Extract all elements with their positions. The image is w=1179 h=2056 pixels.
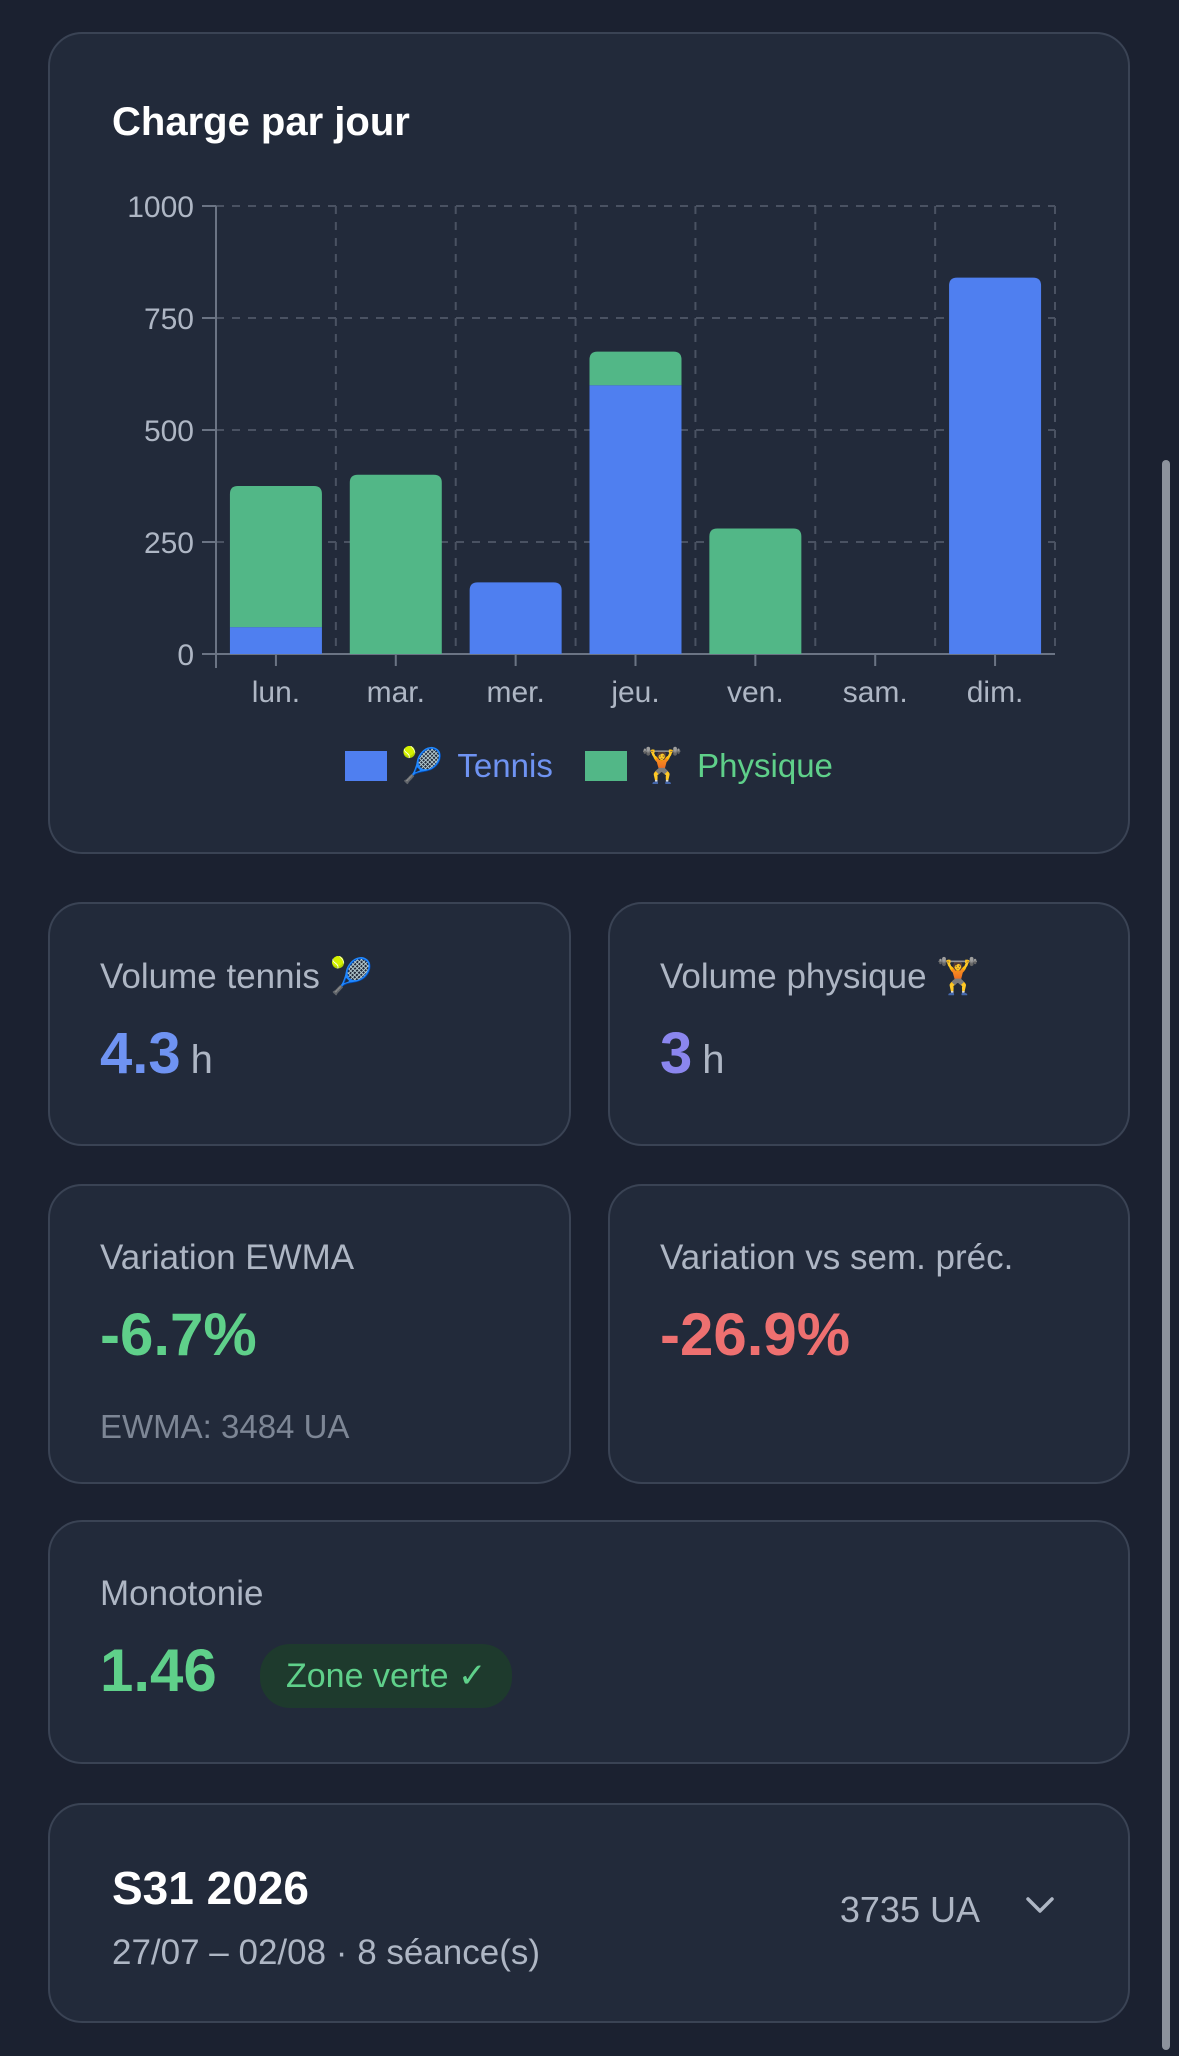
bar-tennis-3	[589, 385, 682, 654]
y-tick-label: 250	[144, 527, 194, 560]
ewma-subtext: EWMA: 3484 UA	[100, 1408, 350, 1445]
x-tick-label: mer.	[486, 676, 544, 709]
bar-tennis-2	[469, 582, 562, 654]
volume-tennis-value: 4.3 h	[100, 1021, 213, 1086]
x-tick-label: jeu.	[610, 676, 659, 709]
variation-ewma-label: Variation EWMA	[100, 1238, 355, 1277]
variation-prev-label: Variation vs sem. préc.	[660, 1238, 1014, 1277]
volume-tennis-label: Volume tennis 🎾	[100, 957, 374, 996]
y-tick-label: 750	[144, 303, 194, 336]
legend-swatch-physique	[584, 751, 627, 781]
bar-physique-0	[229, 486, 322, 628]
scrollbar[interactable]	[1162, 460, 1170, 2050]
chart-title: Charge par jour	[112, 100, 410, 144]
week-total: 3735 UA	[839, 1889, 980, 1930]
bar-tennis-6	[949, 277, 1042, 654]
chevron-down-icon[interactable]	[1020, 1885, 1060, 1925]
monotonie-label: Monotonie	[100, 1574, 264, 1613]
x-tick-label: lun.	[252, 676, 300, 709]
variation-prev-week-card: Variation vs sem. préc. -26.9%	[608, 1184, 1130, 1484]
monotonie-value: 1.46	[100, 1637, 217, 1704]
volume-physique-label: Volume physique 🏋️	[660, 957, 980, 996]
bar-physique-4	[709, 528, 802, 654]
x-tick-label: dim.	[967, 676, 1024, 709]
week-subtitle: 27/07 – 02/08 · 8 séance(s)	[112, 1933, 541, 1972]
weightlifter-icon: 🏋️	[640, 747, 684, 785]
legend-label-physique: Physique	[697, 747, 833, 784]
zone-badge: Zone verte ✓	[260, 1644, 513, 1708]
legend-item-tennis[interactable]: 🎾 Tennis	[345, 746, 553, 786]
volume-tennis-card: Volume tennis 🎾 4.3 h	[48, 902, 571, 1146]
y-tick-label: 0	[177, 639, 194, 672]
variation-ewma-value: -6.7%	[100, 1301, 257, 1368]
bar-tennis-0	[229, 627, 322, 654]
tennis-ball-icon: 🎾	[401, 747, 444, 785]
chart-card: Charge par jour 0 250 500 750 1000 lun. mar. me…	[48, 32, 1130, 854]
week-summary-card[interactable]: S31 2026 27/07 – 02/08 · 8 séance(s) 373…	[48, 1803, 1130, 2023]
legend-item-physique[interactable]: 🏋️ Physique	[584, 746, 833, 786]
bar-physique-3	[589, 351, 682, 386]
variation-ewma-card: Variation EWMA -6.7% EWMA: 3484 UA	[48, 1184, 571, 1484]
x-tick-label: sam.	[843, 676, 908, 709]
chart-legend: 🎾 Tennis 🏋️ Physique	[50, 746, 1128, 786]
monotonie-card: Monotonie 1.46 Zone verte ✓	[48, 1520, 1130, 1764]
legend-label-tennis: Tennis	[457, 747, 553, 784]
variation-prev-value: -26.9%	[660, 1301, 851, 1368]
x-tick-label: ven.	[727, 676, 784, 709]
legend-swatch-tennis	[345, 751, 388, 781]
week-title: S31 2026	[112, 1862, 309, 1914]
bar-chart: 0 250 500 750 1000 lun. mar. mer. jeu. ven. sam. di…	[127, 191, 1056, 709]
bar-physique-1	[349, 474, 442, 654]
x-tick-label: mar.	[367, 676, 425, 709]
y-tick-label: 1000	[127, 191, 194, 224]
y-tick-label: 500	[144, 415, 194, 448]
